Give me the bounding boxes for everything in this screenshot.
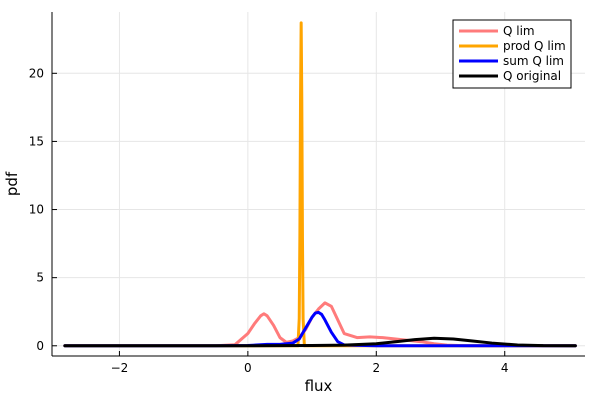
series-line-2 [63,310,577,348]
x-tick-label: 2 [372,361,380,375]
x-tick-label: −2 [111,361,129,375]
y-tick-label: 5 [36,271,44,285]
series-line-0 [63,301,577,348]
legend-label-2: sum Q lim [503,54,564,68]
axes: −2 0 2 4 0 5 10 15 20 [29,12,585,375]
series-line-3 [63,336,577,348]
x-tick-label: 4 [501,361,509,375]
y-axis-label: pdf [3,171,21,196]
y-tick-label: 15 [29,134,44,148]
plot-area [63,21,577,348]
x-axis-label: flux [305,377,333,395]
y-tick-label: 20 [29,66,44,80]
y-tick-label: 0 [36,339,44,353]
legend-label-1: prod Q lim [503,39,566,53]
y-tick-label: 10 [29,203,44,217]
legend-label-0: Q lim [503,24,535,38]
legend-label-3: Q original [503,69,561,83]
x-tick-label: 0 [244,361,252,375]
